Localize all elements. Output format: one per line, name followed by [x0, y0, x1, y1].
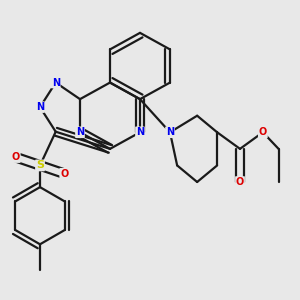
- Text: N: N: [136, 127, 144, 137]
- Text: O: O: [236, 177, 244, 187]
- Text: O: O: [259, 127, 267, 137]
- Text: N: N: [166, 127, 174, 137]
- Text: N: N: [76, 127, 84, 137]
- Text: S: S: [36, 160, 44, 170]
- Text: N: N: [52, 78, 60, 88]
- Text: N: N: [36, 102, 44, 112]
- Text: O: O: [12, 152, 20, 162]
- Text: O: O: [60, 169, 68, 179]
